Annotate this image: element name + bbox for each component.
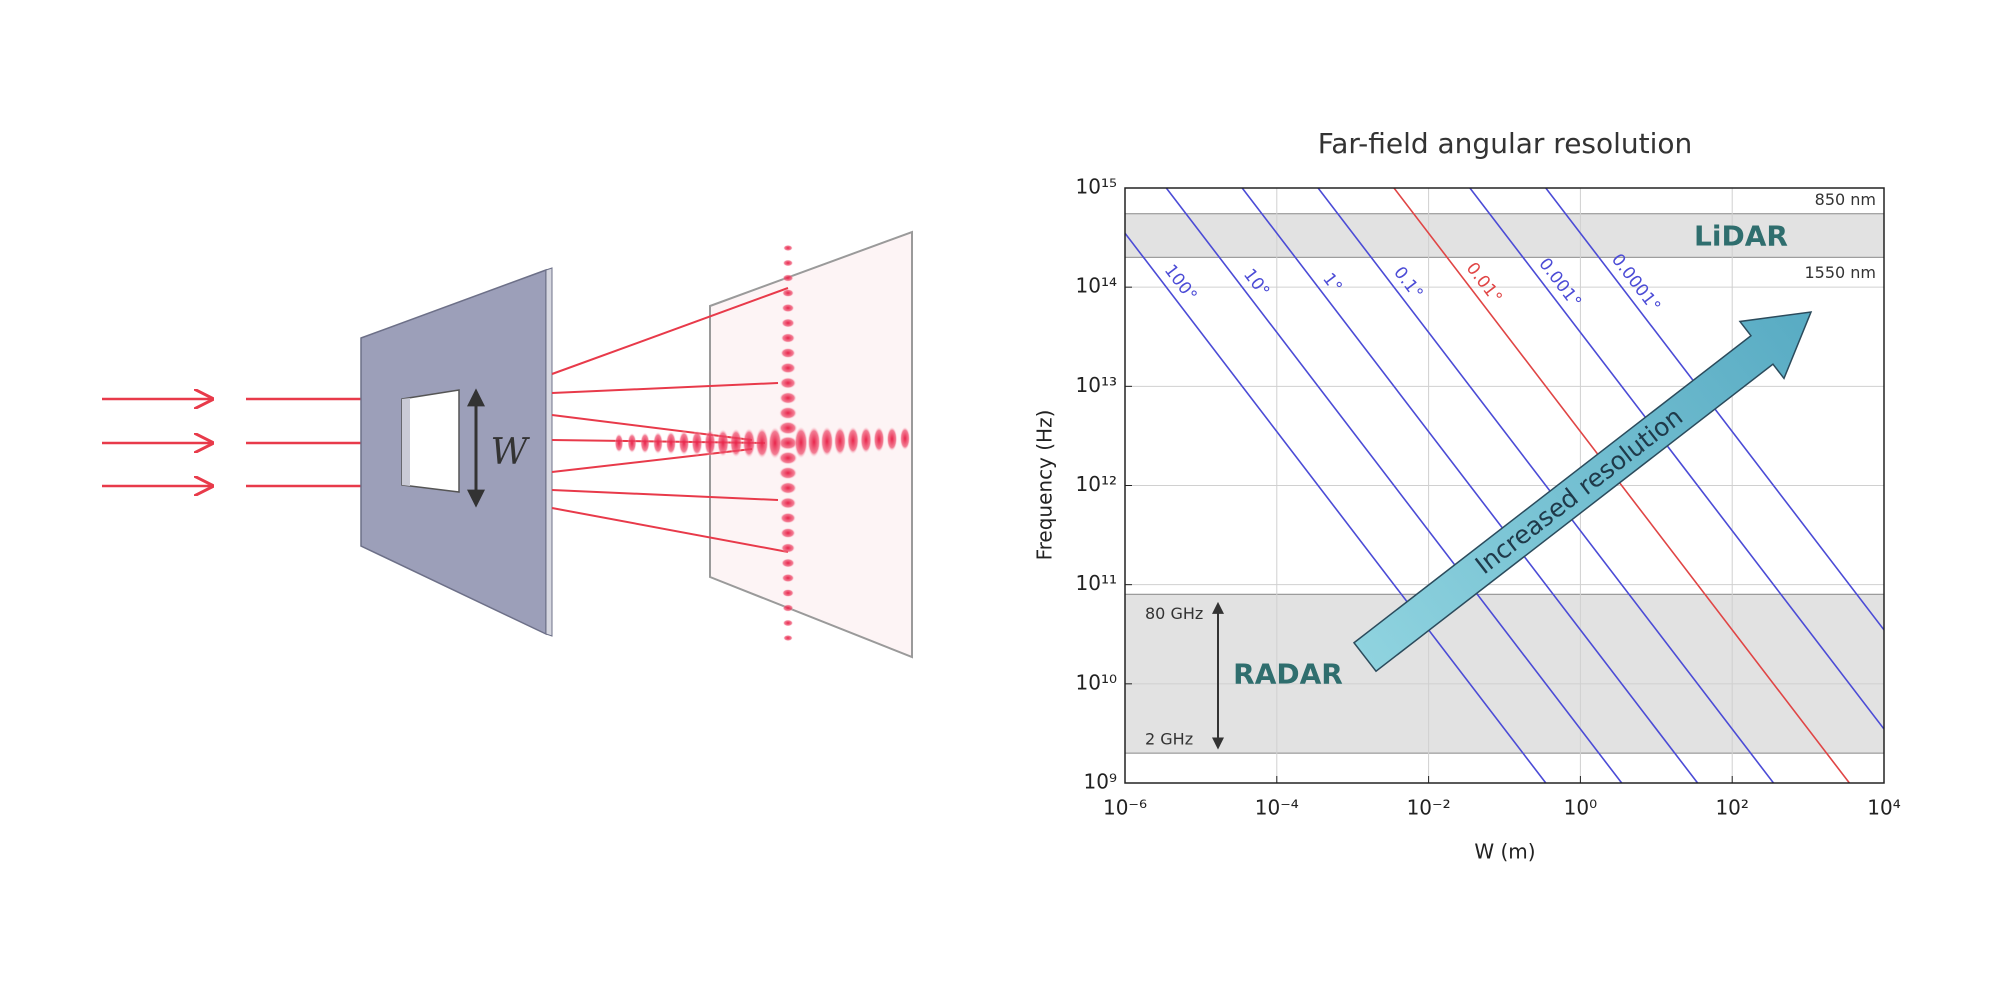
pattern-dot <box>742 427 756 459</box>
pattern-dot <box>833 426 847 456</box>
pattern-dot <box>782 619 794 627</box>
pattern-dot <box>779 481 797 495</box>
pattern-dot <box>899 426 911 451</box>
pattern-dot <box>781 558 795 568</box>
pattern-dot <box>780 512 796 524</box>
pattern-dot <box>782 274 794 282</box>
pattern-dot <box>873 426 885 453</box>
arrow-shape <box>1352 311 1813 673</box>
series-line <box>1125 232 1547 783</box>
pattern-dot <box>807 426 821 458</box>
pattern-dot <box>780 543 796 553</box>
pattern-dot <box>780 362 796 374</box>
pattern-dot <box>778 436 798 450</box>
series-line <box>1165 188 1623 783</box>
pattern-dot <box>665 431 677 455</box>
slit-side <box>402 398 410 486</box>
x-tick-label: 10⁴ <box>1867 796 1900 820</box>
pattern-dot <box>780 527 796 539</box>
series-line <box>1469 188 1884 730</box>
y-tick-label: 10¹⁵ <box>1076 175 1117 199</box>
x-tick-label: 10⁻² <box>1407 796 1451 820</box>
label-bg <box>1796 189 1880 212</box>
pattern-dot <box>640 432 650 454</box>
x-axis-label: W (m) <box>1474 840 1535 864</box>
plate-edge <box>545 267 553 637</box>
pattern-dot <box>778 421 798 435</box>
plot-frame <box>1124 187 1885 784</box>
pattern-dot <box>782 259 794 267</box>
y-tick-label: 10¹⁰ <box>1076 670 1117 694</box>
y-tick-label: 10¹¹ <box>1076 571 1117 595</box>
band-edge-label: 80 GHz <box>1145 604 1203 623</box>
pattern-dot <box>779 391 797 405</box>
pattern-dot <box>781 303 795 313</box>
x-tick-label: 10⁻⁴ <box>1255 796 1299 820</box>
series-line <box>1393 188 1851 783</box>
y-tick-label: 10¹⁴ <box>1076 274 1117 298</box>
x-tick-label: 10² <box>1715 796 1748 820</box>
pattern-dot <box>778 406 798 420</box>
chart: Far-field angular resolution W (m) Frequ… <box>1033 127 1901 864</box>
pattern-dot <box>779 377 797 389</box>
x-tick-label: 10⁰ <box>1564 796 1597 820</box>
band-label: RADAR <box>1233 658 1343 691</box>
band <box>1124 593 1885 754</box>
series-line <box>1241 188 1699 783</box>
y-axis-label: Frequency (Hz) <box>1033 410 1057 561</box>
pattern-dot <box>782 589 794 597</box>
pattern-dot <box>691 429 703 457</box>
pattern-dot <box>782 289 794 297</box>
pattern-dot <box>717 428 729 458</box>
label-bg <box>1786 262 1880 285</box>
x-tick-label: 10⁻⁶ <box>1103 796 1147 820</box>
pattern-dot <box>704 429 716 457</box>
pattern-dot <box>653 431 663 455</box>
diffracted-rays <box>551 287 789 553</box>
pattern-dot <box>779 497 797 509</box>
diffraction-pattern <box>614 244 911 642</box>
pattern-dot <box>820 426 834 457</box>
pattern-dot <box>627 432 637 454</box>
series-line <box>1317 188 1775 783</box>
pattern-dot <box>782 604 794 612</box>
pattern-dot <box>886 426 898 452</box>
pattern-dot <box>781 573 795 583</box>
diffraction-diagram: W <box>102 230 913 659</box>
pattern-dot <box>783 244 793 252</box>
band-edge-label: 1550 nm <box>1804 263 1876 282</box>
y-tick-label: 10⁹ <box>1084 770 1117 794</box>
y-tick-label: 10¹³ <box>1076 373 1117 397</box>
band <box>1124 213 1885 258</box>
pattern-dot <box>614 433 624 453</box>
pattern-dot <box>860 426 872 454</box>
pattern-dot <box>778 466 798 480</box>
chart-title: Far-field angular resolution <box>1318 127 1693 160</box>
band-edge-label: 850 nm <box>1815 190 1876 209</box>
pattern-dot <box>780 347 796 359</box>
pattern-dot <box>847 426 859 455</box>
pattern-dot <box>729 428 743 458</box>
band-edge-label: 2 GHz <box>1145 730 1193 749</box>
pattern-dot <box>755 427 769 459</box>
y-tick-label: 10¹² <box>1076 472 1117 496</box>
aperture-slit <box>401 389 460 493</box>
pattern-dot <box>783 634 793 642</box>
width-label: W <box>490 432 530 473</box>
pattern-dot <box>781 318 795 328</box>
band-label: LiDAR <box>1694 220 1788 253</box>
pattern-dot <box>794 426 808 459</box>
pattern-dot <box>678 430 690 456</box>
pattern-dot <box>780 333 796 343</box>
pattern-dot <box>778 451 798 465</box>
pattern-dot <box>768 426 782 460</box>
